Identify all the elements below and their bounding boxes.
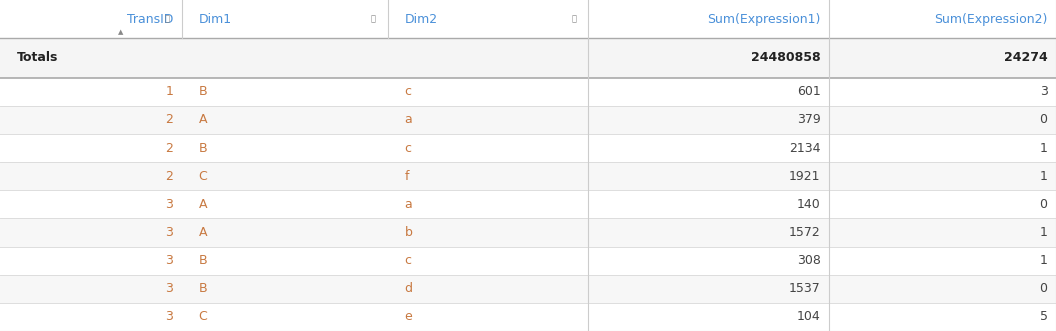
Text: 2: 2	[166, 114, 173, 126]
Text: 1921: 1921	[789, 170, 821, 183]
Bar	[0, 78, 1056, 106]
Bar	[0, 106, 1056, 134]
Text: C: C	[199, 170, 207, 183]
Text: TransID: TransID	[127, 13, 173, 25]
Text: 1: 1	[1040, 142, 1048, 155]
Bar	[0, 303, 1056, 331]
Bar	[0, 190, 1056, 218]
Text: A: A	[199, 198, 207, 211]
Text: B: B	[199, 85, 207, 98]
Text: 104: 104	[797, 310, 821, 323]
Text: 24274: 24274	[1004, 51, 1048, 65]
Text: 0: 0	[1039, 114, 1048, 126]
Text: Dim1: Dim1	[199, 13, 231, 25]
Text: ⌕: ⌕	[371, 15, 376, 24]
Text: 3: 3	[166, 226, 173, 239]
Bar	[0, 247, 1056, 275]
Text: 24480858: 24480858	[751, 51, 821, 65]
Bar	[0, 0, 1056, 38]
Text: 5: 5	[1039, 310, 1048, 323]
Text: ▲: ▲	[117, 29, 124, 35]
Text: 1: 1	[166, 85, 173, 98]
Text: 308: 308	[796, 254, 821, 267]
Text: c: c	[404, 85, 412, 98]
Text: 2134: 2134	[789, 142, 821, 155]
Text: Sum(Expression1): Sum(Expression1)	[708, 13, 821, 25]
Bar	[0, 38, 1056, 78]
Text: 2: 2	[166, 142, 173, 155]
Text: Sum(Expression2): Sum(Expression2)	[935, 13, 1048, 25]
Text: 1537: 1537	[789, 282, 821, 295]
Text: b: b	[404, 226, 412, 239]
Text: d: d	[404, 282, 413, 295]
Text: B: B	[199, 254, 207, 267]
Bar	[0, 134, 1056, 162]
Text: C: C	[199, 310, 207, 323]
Text: 3: 3	[166, 282, 173, 295]
Text: ⌕: ⌕	[571, 15, 577, 24]
Text: 0: 0	[1039, 282, 1048, 295]
Text: 3: 3	[166, 254, 173, 267]
Text: 3: 3	[166, 310, 173, 323]
Text: Totals: Totals	[17, 51, 58, 65]
Text: 0: 0	[1039, 198, 1048, 211]
Text: 601: 601	[797, 85, 821, 98]
Text: B: B	[199, 282, 207, 295]
Text: ⌕: ⌕	[165, 15, 170, 24]
Text: 1: 1	[1040, 226, 1048, 239]
Text: 2: 2	[166, 170, 173, 183]
Bar	[0, 218, 1056, 247]
Text: c: c	[404, 254, 412, 267]
Text: A: A	[199, 114, 207, 126]
Bar	[0, 275, 1056, 303]
Text: 1: 1	[1040, 254, 1048, 267]
Text: e: e	[404, 310, 412, 323]
Text: a: a	[404, 114, 412, 126]
Text: c: c	[404, 142, 412, 155]
Text: A: A	[199, 226, 207, 239]
Text: 140: 140	[797, 198, 821, 211]
Text: 1: 1	[1040, 170, 1048, 183]
Text: a: a	[404, 198, 412, 211]
Bar	[0, 162, 1056, 190]
Text: 1572: 1572	[789, 226, 821, 239]
Text: Dim2: Dim2	[404, 13, 437, 25]
Text: B: B	[199, 142, 207, 155]
Text: 3: 3	[166, 198, 173, 211]
Text: 379: 379	[797, 114, 821, 126]
Text: 3: 3	[1040, 85, 1048, 98]
Text: f: f	[404, 170, 409, 183]
